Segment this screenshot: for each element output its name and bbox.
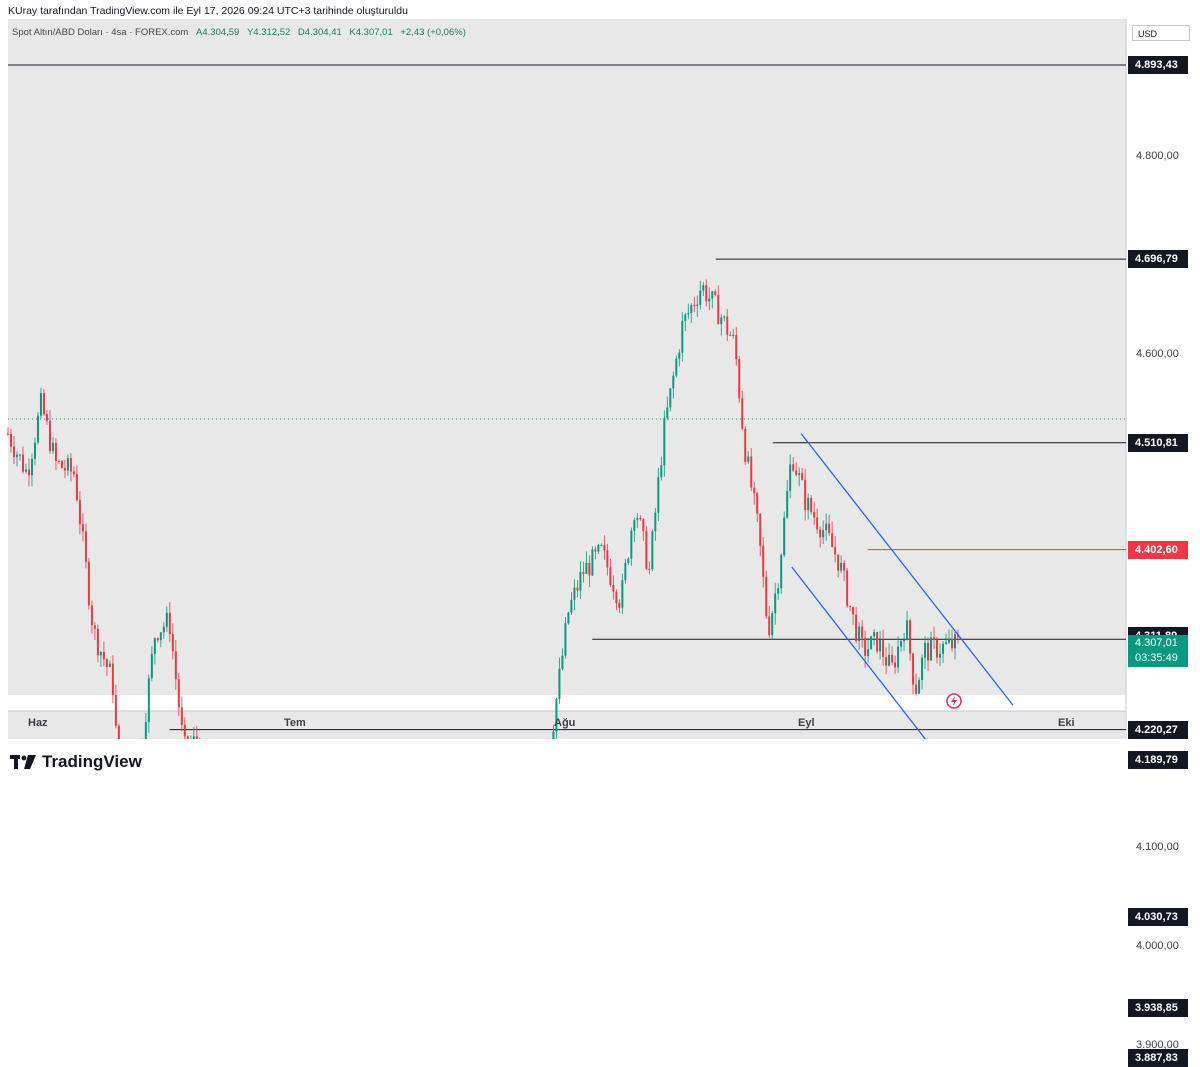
footer-brand-name: TradingView: [42, 752, 142, 772]
price-tag-9: 3.938,85: [1128, 999, 1188, 1017]
price-tag-10: 3.887,83: [1128, 1049, 1188, 1067]
candle-280: [846, 568, 848, 608]
candle-10: [37, 412, 39, 444]
candle-215: [651, 529, 653, 571]
candle-288: [870, 636, 872, 650]
candle-12: [43, 389, 45, 416]
currency-selector[interactable]: USD: [1132, 25, 1190, 41]
bar-countdown: 03:35:49: [1135, 651, 1188, 666]
legend-close: K4.307,01: [349, 27, 392, 38]
price-tick-3: 4.000,00: [1136, 940, 1179, 952]
legend-symbol: Spot Altın/ABD Doları · 4sa · FOREX.com: [12, 27, 188, 38]
legend-open: A4.304,59: [196, 27, 239, 38]
time-tick-3: Eyl: [798, 717, 815, 729]
price-tag-3: 4.402,60: [1128, 541, 1188, 559]
candle-244: [738, 356, 740, 402]
price-tag-0: 4.893,43: [1128, 56, 1188, 74]
candle-37: [118, 724, 120, 739]
candle-195: [591, 546, 593, 576]
chart-canvas[interactable]: [0, 19, 1200, 739]
last-price-value: 4.307,01: [1135, 636, 1188, 651]
price-tag-6: 4.220,27: [1128, 721, 1188, 739]
price-tag-2: 4.510,81: [1128, 434, 1188, 452]
candle-27: [88, 558, 90, 610]
price-tick-2: 4.100,00: [1136, 841, 1179, 853]
legend-high: Y4.312,52: [247, 27, 290, 38]
time-tick-2: Ağu: [554, 717, 575, 729]
candle-246: [744, 426, 746, 465]
candle-258: [780, 553, 782, 594]
candle-57: [178, 673, 180, 715]
legend-low: D4.304,41: [298, 27, 342, 38]
legend-change: +2,43 (+0,06%): [400, 27, 466, 38]
price-tag-7: 4.189,79: [1128, 751, 1188, 769]
time-tick-0: Haz: [28, 717, 48, 729]
flash-icon[interactable]: [947, 694, 961, 708]
time-tick-1: Tem: [284, 717, 306, 729]
candle-253: [765, 571, 767, 619]
chart-legend: Spot Altın/ABD Doları · 4sa · FOREX.com …: [12, 27, 466, 38]
chart-area[interactable]: Spot Altın/ABD Doları · 4sa · FOREX.com …: [0, 19, 1200, 739]
tradingview-logo-icon: [10, 755, 36, 769]
chart-caption: KUray tarafından TradingView.com ile Eyl…: [8, 5, 408, 17]
footer-branding: TradingView: [10, 752, 142, 772]
candle-259: [783, 511, 785, 557]
price-tick-0: 4.800,00: [1136, 150, 1179, 162]
price-tag-1: 4.696,79: [1128, 250, 1188, 268]
price-tag-8: 4.030,73: [1128, 908, 1188, 926]
candle-268: [810, 495, 812, 514]
candle-304: [918, 678, 920, 694]
candle-18: [61, 460, 63, 468]
candle-255: [771, 611, 773, 639]
candle-290: [876, 632, 878, 653]
time-tick-4: Eki: [1058, 717, 1075, 729]
price-tick-1: 4.600,00: [1136, 348, 1179, 360]
candle-187: [567, 612, 569, 625]
candle-213: [645, 526, 647, 570]
plot-background: [8, 19, 1126, 695]
